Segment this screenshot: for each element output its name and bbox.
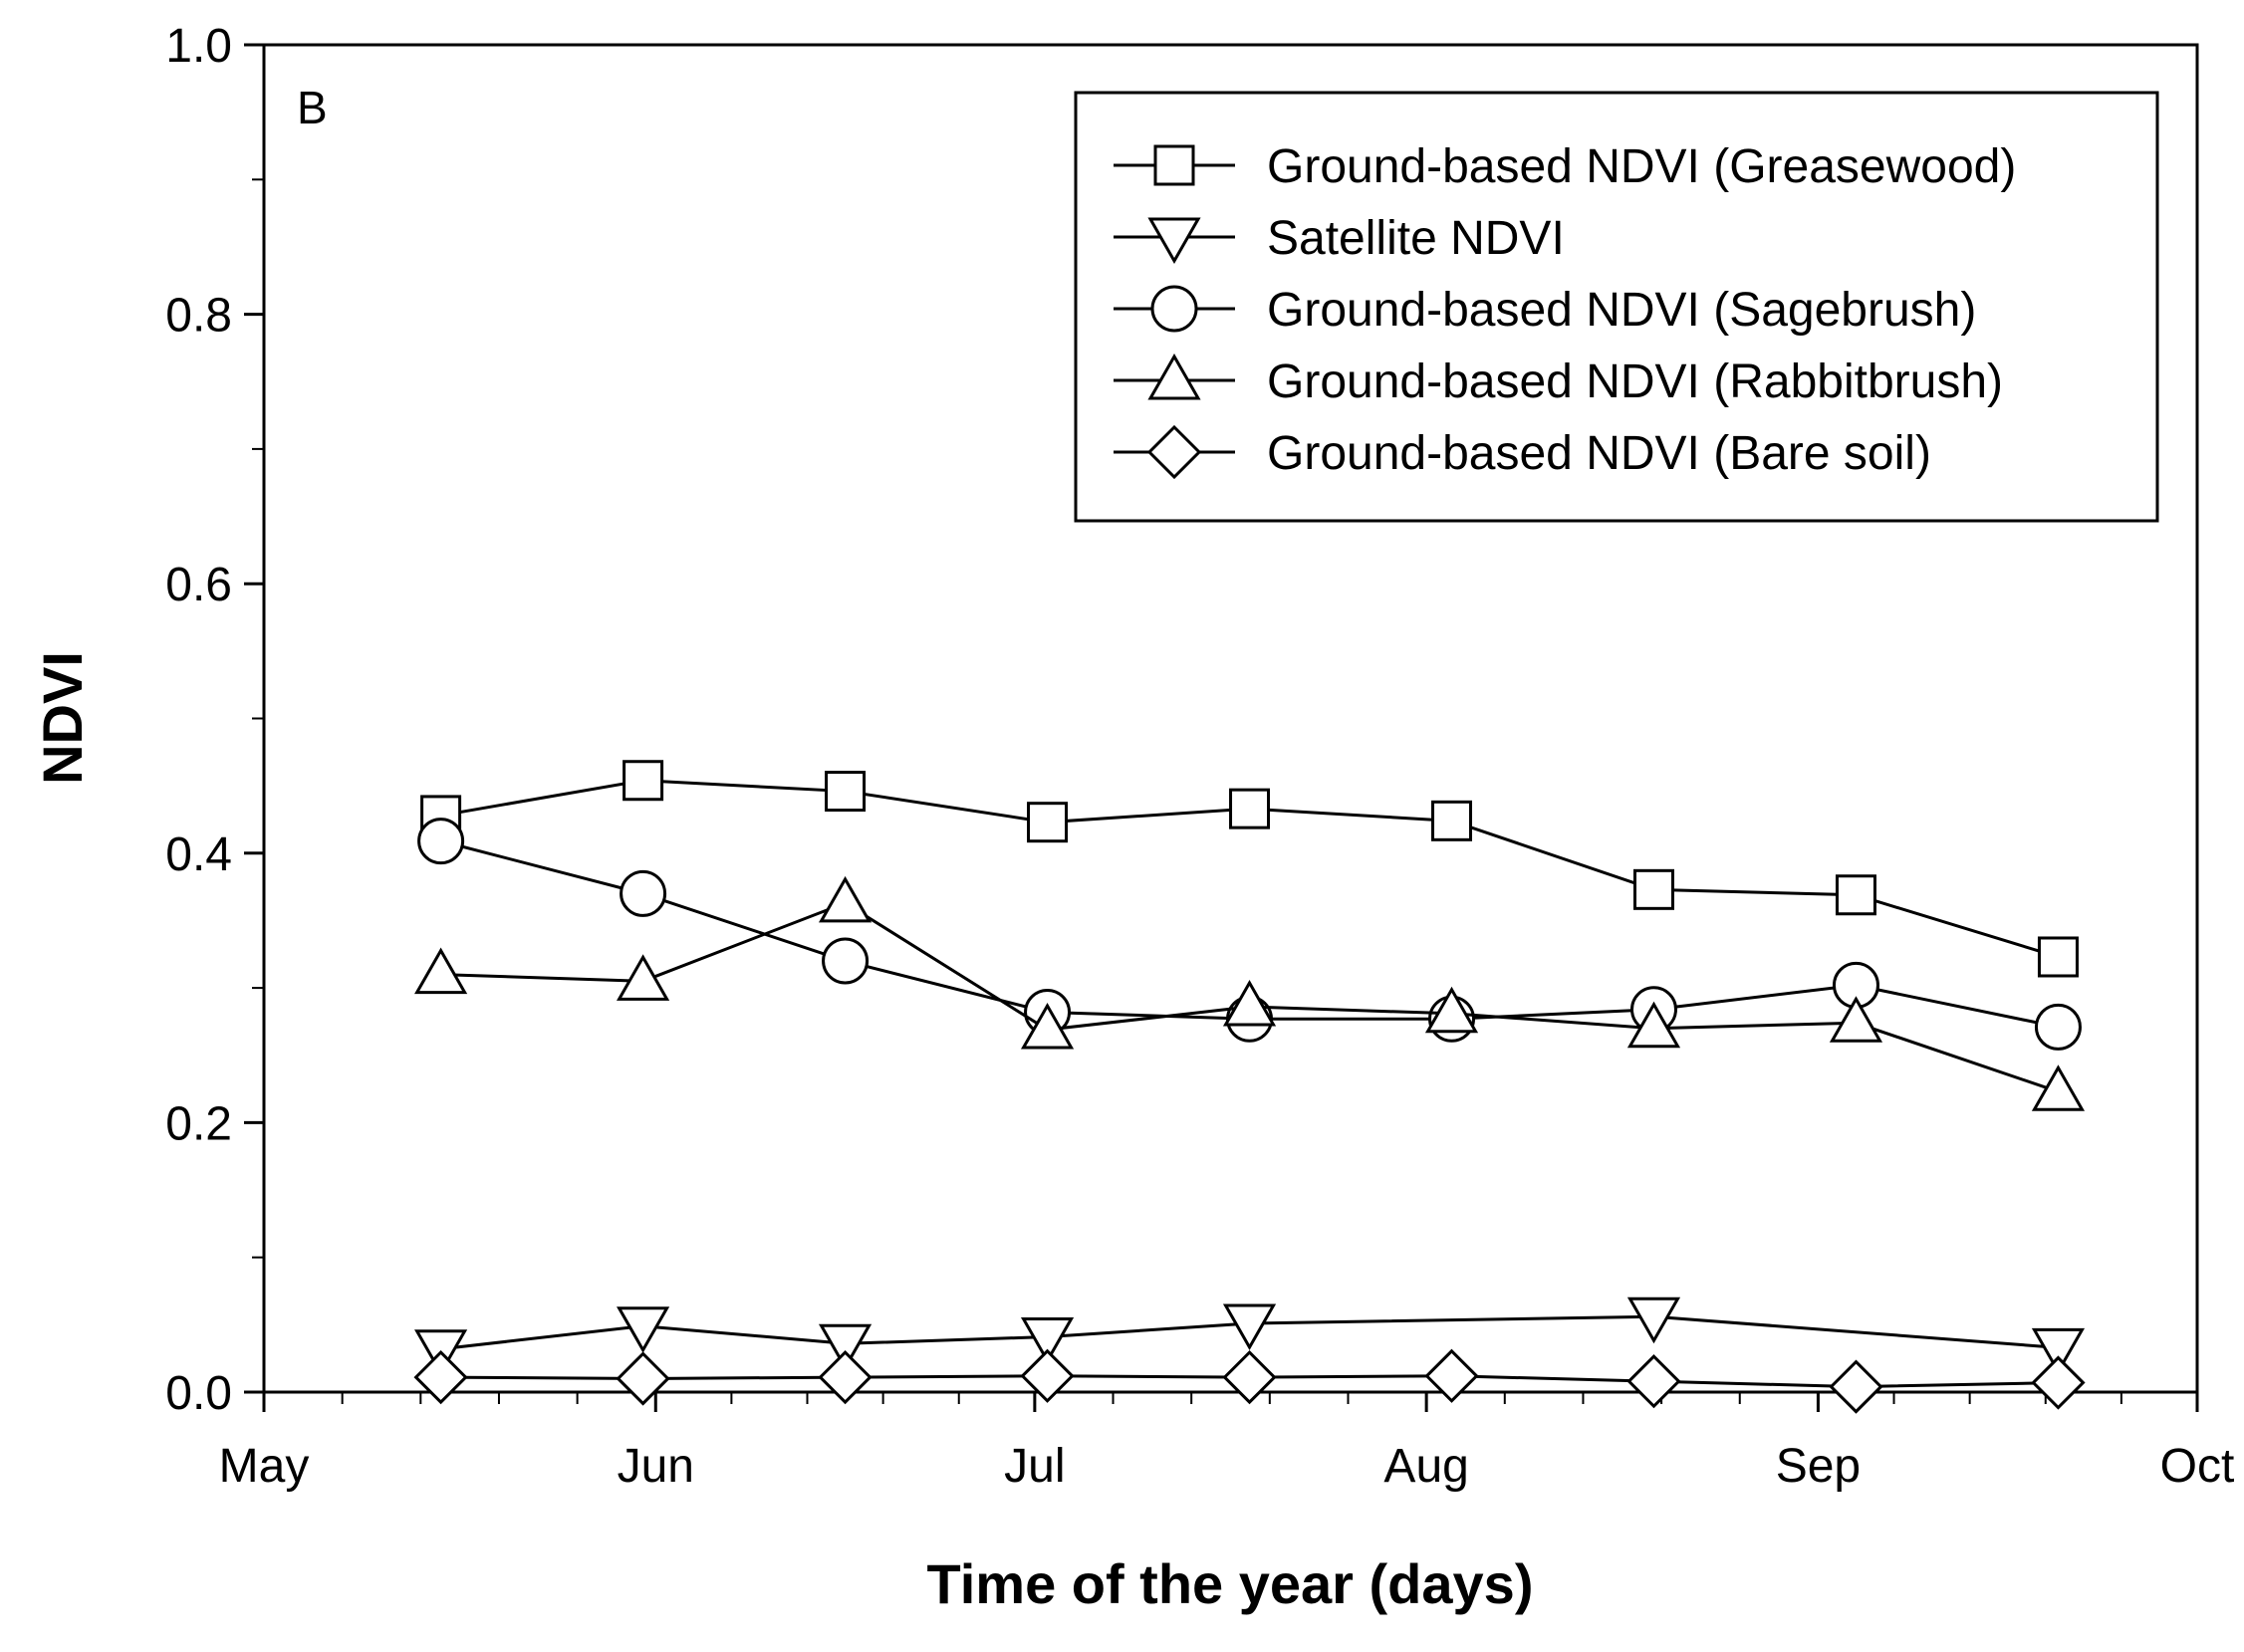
- data-point-square: [825, 771, 867, 813]
- legend-entry: Ground-based NDVI (Greasewood): [1114, 140, 2016, 193]
- legend-label: Satellite NDVI: [1267, 212, 1565, 265]
- data-point-diamond: [1626, 1354, 1681, 1409]
- y-tick-label: 0.0: [165, 1367, 232, 1420]
- data-point-triangle-up: [2031, 1064, 2086, 1111]
- legend-entry: Satellite NDVI: [1114, 212, 1565, 265]
- data-point-triangle-up: [1424, 986, 1479, 1034]
- legend-box: [1074, 91, 2159, 523]
- data-point-triangle-up: [617, 954, 670, 1001]
- data-point-triangle-up: [1626, 1001, 1681, 1049]
- data-point-triangle-up: [1020, 1003, 1075, 1050]
- data-point-square: [1835, 874, 1876, 916]
- y-tick-label: 1.0: [165, 20, 232, 73]
- legend-label: Ground-based NDVI (Sagebrush): [1267, 284, 1976, 337]
- x-tick-label: Oct: [2160, 1440, 2235, 1493]
- data-point-diamond: [413, 1349, 468, 1405]
- data-point-triangle-up: [1829, 996, 1883, 1043]
- data-point-triangle-down: [1020, 1317, 1075, 1364]
- legend-label: Ground-based NDVI (Greasewood): [1267, 140, 2016, 193]
- x-tick-label: Jul: [1004, 1440, 1065, 1493]
- x-tick-label: May: [219, 1440, 310, 1493]
- data-point-square: [1431, 800, 1473, 841]
- data-point-circle: [620, 869, 667, 917]
- data-point-triangle-up: [1222, 980, 1277, 1027]
- series-diamond: [413, 1348, 2086, 1414]
- legend-marker-circle: [1150, 285, 1198, 333]
- legend-marker-triangle-up: [1147, 353, 1201, 400]
- y-tick-label: 0.2: [165, 1097, 232, 1150]
- panel-label: B: [297, 82, 328, 133]
- data-point-square: [1632, 868, 1674, 910]
- data-point-triangle-up: [414, 947, 468, 995]
- data-point-circle: [822, 937, 870, 985]
- data-point-triangle-down: [2031, 1327, 2086, 1375]
- y-tick-label: 0.6: [165, 559, 232, 611]
- x-axis: May Jun Jul Aug Sep Oct: [219, 1392, 2235, 1493]
- data-point-diamond: [2031, 1355, 2086, 1410]
- legend-entry: Ground-based NDVI (Sagebrush): [1114, 284, 1976, 337]
- data-point-triangle-down: [617, 1306, 670, 1353]
- series-triangle-down: [414, 1297, 2086, 1376]
- y-tick-label: 0.8: [165, 290, 232, 343]
- data-point-diamond: [1829, 1359, 1883, 1414]
- data-point-circle: [417, 818, 465, 865]
- data-point-diamond: [818, 1349, 873, 1405]
- legend-marker-triangle-down: [1147, 217, 1201, 265]
- x-tick-label: Jun: [618, 1440, 694, 1493]
- legend: Ground-based NDVI (Greasewood) Satellite …: [1074, 91, 2159, 523]
- x-tick-label: Aug: [1383, 1440, 1468, 1493]
- data-point-circle: [2034, 1003, 2082, 1051]
- legend-label: Ground-based NDVI (Rabbitbrush): [1267, 355, 2003, 408]
- data-point-diamond: [1020, 1348, 1075, 1403]
- series-triangle-up: [414, 875, 2086, 1111]
- data-point-diamond: [1222, 1349, 1277, 1405]
- series-layer: [413, 760, 2086, 1414]
- data-point-triangle-down: [818, 1323, 873, 1371]
- data-point-square: [1229, 788, 1271, 829]
- y-axis-label: NDVI: [31, 651, 94, 785]
- data-point-triangle-down: [1222, 1303, 1277, 1351]
- data-point-diamond: [1424, 1348, 1479, 1403]
- data-point-diamond: [616, 1351, 670, 1406]
- legend-label: Ground-based NDVI (Bare soil): [1267, 427, 1931, 480]
- series-square: [420, 760, 2079, 978]
- legend-entry: Ground-based NDVI (Rabbitbrush): [1114, 353, 2003, 408]
- x-axis-label: Time of the year (days): [927, 1552, 1534, 1615]
- legend-marker-square: [1153, 144, 1195, 186]
- data-point-square: [2037, 936, 2079, 978]
- data-point-triangle-up: [818, 875, 873, 923]
- y-axis: 0.0 0.2 0.4 0.6 0.8 1.0: [165, 20, 264, 1420]
- y-tick-label: 0.4: [165, 828, 232, 881]
- data-point-triangle-down: [1626, 1297, 1681, 1344]
- data-point-square: [623, 760, 664, 802]
- legend-marker-diamond: [1146, 424, 1202, 480]
- x-tick-label: Sep: [1776, 1440, 1861, 1493]
- data-point-square: [1027, 802, 1069, 843]
- legend-entry: Ground-based NDVI (Bare soil): [1114, 424, 1931, 480]
